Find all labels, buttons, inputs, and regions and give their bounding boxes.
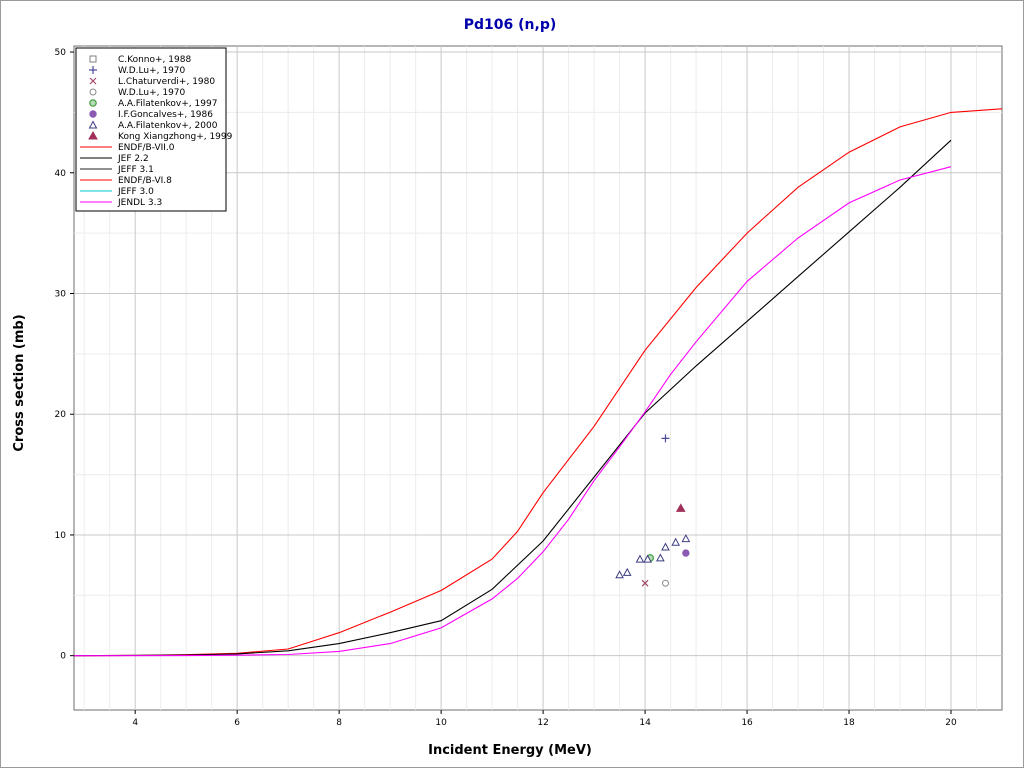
legend-label: W.D.Lu+, 1970	[118, 88, 186, 98]
series-line	[73, 108, 1003, 657]
x-tick-label: 6	[234, 718, 240, 728]
y-tick-label: 20	[55, 410, 67, 420]
data-point	[661, 579, 669, 587]
x-tick-label: 20	[945, 718, 957, 728]
x-tick-label: 8	[336, 718, 342, 728]
legend-label: ENDF/B-VI.8	[118, 176, 172, 186]
legend-label: JEFF 3.1	[117, 165, 154, 175]
x-tick-label: 10	[435, 718, 447, 728]
data-point	[89, 66, 97, 74]
legend-label: L.Chaturverdi+, 1980	[118, 77, 215, 87]
legend-label: JENDL 3.3	[117, 198, 162, 208]
x-tick-label: 12	[537, 718, 548, 728]
data-point	[661, 542, 670, 551]
data-point	[89, 77, 97, 85]
legend-label: ENDF/B-VII.0	[118, 143, 175, 153]
legend-label: A.A.Filatenkov+, 1997	[118, 99, 217, 109]
x-tick-label: 14	[639, 718, 651, 728]
data-point	[89, 55, 97, 63]
x-tick-label: 4	[132, 718, 138, 728]
data-point	[671, 537, 681, 546]
data-point	[641, 579, 649, 587]
series-line	[73, 166, 952, 657]
series-points	[615, 434, 691, 587]
y-tick-label: 40	[55, 169, 67, 179]
chart-title: Pd106 (n,p)	[464, 17, 556, 33]
data-point	[682, 549, 690, 557]
legend-label: A.A.Filatenkov+, 2000	[118, 121, 218, 131]
data-point	[89, 110, 97, 118]
legend-label: I.F.Goncalves+, 1986	[118, 110, 213, 120]
legend-label: Kong Xiangzhong+, 1999	[118, 132, 233, 142]
plot-area	[73, 45, 1003, 711]
data-point	[89, 99, 97, 107]
minor-grid	[74, 46, 1002, 710]
data-point	[88, 120, 98, 129]
y-axis-label: Cross section (mb)	[12, 314, 27, 451]
data-point	[622, 567, 632, 576]
x-tick-label: 18	[843, 718, 855, 728]
data-point	[88, 130, 98, 140]
data-point	[643, 554, 652, 563]
legend-label: JEFF 3.0	[117, 187, 154, 197]
x-axis-ticks: 4 6 8 10 12 14 16 18 20	[132, 710, 957, 728]
data-point	[89, 88, 97, 96]
y-tick-label: 10	[55, 531, 67, 541]
data-point	[656, 553, 665, 562]
y-tick-label: 30	[55, 289, 67, 299]
data-point	[635, 554, 645, 563]
x-axis-label: Incident Energy (MeV)	[428, 743, 592, 758]
y-tick-label: 0	[60, 652, 66, 662]
legend-label: C.Konno+, 1988	[118, 55, 191, 65]
legend-label: JEF 2.2	[117, 154, 149, 164]
series-lines	[73, 108, 1003, 657]
data-point	[675, 503, 686, 512]
legend-label: W.D.Lu+, 1970	[118, 66, 186, 76]
data-point	[615, 570, 624, 579]
plot-frame	[73, 45, 1003, 711]
y-axis-ticks: 0 10 20 30 40 50	[55, 48, 74, 662]
x-tick-label: 16	[741, 718, 753, 728]
data-point	[681, 534, 691, 543]
legend-box	[75, 47, 227, 212]
series-line	[73, 139, 952, 657]
data-point	[661, 434, 670, 443]
y-tick-label: 50	[55, 48, 67, 58]
